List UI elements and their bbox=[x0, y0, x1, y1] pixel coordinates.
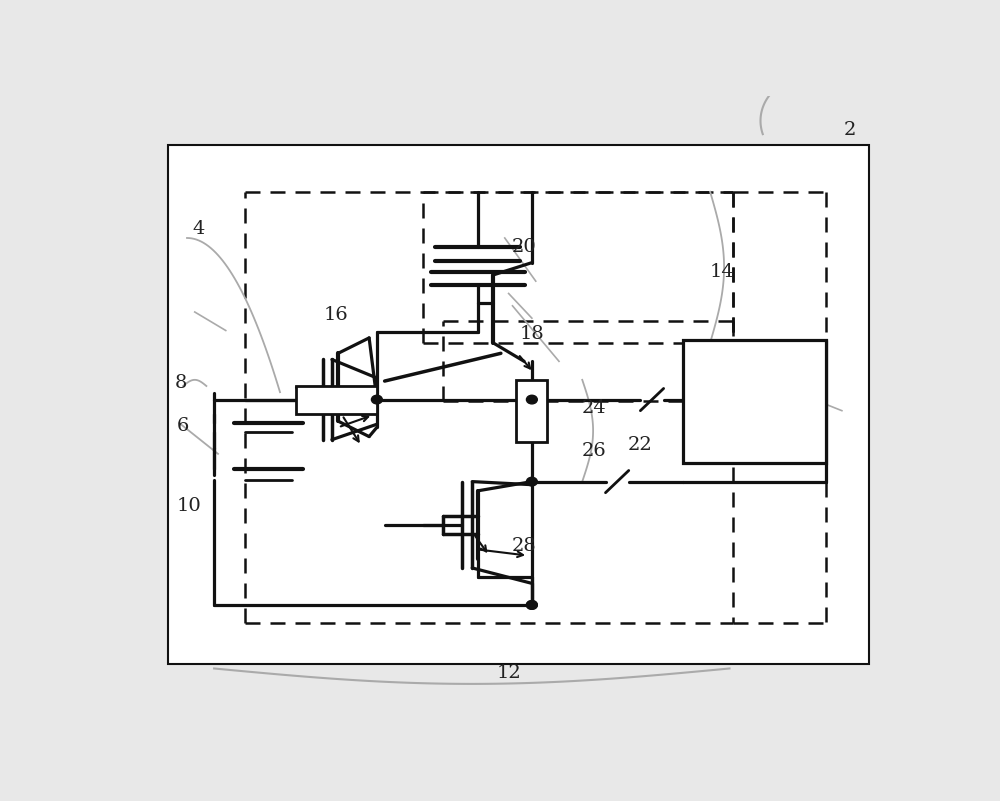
Text: 4: 4 bbox=[192, 219, 205, 238]
Circle shape bbox=[526, 601, 537, 610]
Circle shape bbox=[526, 601, 537, 610]
Text: 8: 8 bbox=[175, 374, 187, 392]
Text: 12: 12 bbox=[496, 664, 521, 682]
Text: 30: 30 bbox=[779, 392, 804, 410]
Circle shape bbox=[526, 395, 537, 404]
Text: 26: 26 bbox=[582, 442, 606, 460]
Text: 14: 14 bbox=[709, 263, 734, 281]
Text: 24: 24 bbox=[582, 399, 606, 417]
Text: 28: 28 bbox=[512, 537, 536, 555]
Bar bbox=[683, 340, 826, 463]
Bar bbox=[168, 146, 869, 663]
Text: 22: 22 bbox=[628, 436, 653, 453]
Circle shape bbox=[526, 477, 537, 486]
Text: 20: 20 bbox=[512, 238, 536, 256]
Text: 6: 6 bbox=[177, 417, 189, 435]
Text: 18: 18 bbox=[520, 324, 544, 343]
Bar bbox=[296, 386, 377, 414]
Bar bbox=[516, 380, 547, 441]
Text: 10: 10 bbox=[176, 497, 201, 515]
Text: 2: 2 bbox=[843, 121, 856, 139]
Text: 16: 16 bbox=[323, 306, 348, 324]
Circle shape bbox=[371, 395, 382, 404]
